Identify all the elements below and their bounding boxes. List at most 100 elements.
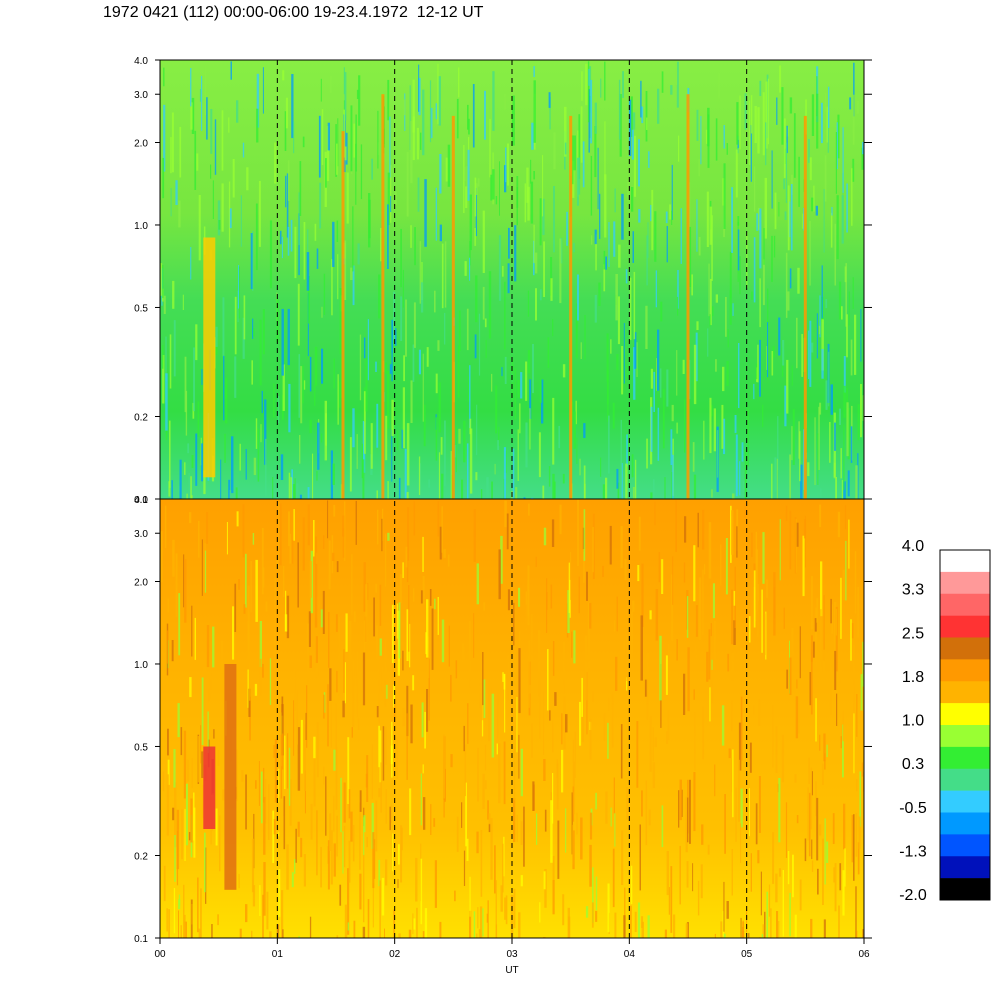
spectrogram-cell xyxy=(584,635,588,701)
spectrogram-cell xyxy=(613,620,616,632)
spectrogram-cell xyxy=(247,620,250,661)
spectrogram-cell xyxy=(744,93,747,130)
spectrogram-cell xyxy=(387,532,390,541)
spectrogram-cell xyxy=(321,348,324,384)
spectrogram-cell xyxy=(302,517,305,571)
spectrogram-cell xyxy=(695,605,698,637)
spectrogram-cell xyxy=(265,779,267,824)
spectrogram-cell xyxy=(735,434,738,497)
spectrogram-cell xyxy=(469,620,471,688)
colorbar-swatch xyxy=(940,593,990,616)
spectrogram-cell xyxy=(771,235,773,282)
spectrogram-cell xyxy=(559,504,562,535)
spectrogram-cell xyxy=(592,867,594,923)
spectrogram-cell xyxy=(724,794,726,854)
spectrogram-cell xyxy=(488,271,492,339)
spectrogram-cell xyxy=(330,450,333,499)
spectrogram-cell xyxy=(247,669,249,708)
y-tick-label: 3.0 xyxy=(134,90,148,101)
spectrogram-cell xyxy=(767,288,769,327)
spectrogram-cell xyxy=(162,344,164,369)
spectrogram-cell xyxy=(297,821,300,837)
spectrogram-cell xyxy=(808,330,810,379)
spectrogram-cell xyxy=(173,888,176,934)
spectrogram-cell xyxy=(590,79,593,144)
spectrogram-cell xyxy=(676,350,678,396)
spectrogram-cell xyxy=(381,877,385,916)
spectrogram-cell xyxy=(736,102,739,145)
spectrogram-cell xyxy=(722,911,724,937)
spectrogram-cell xyxy=(552,641,555,676)
spectrogram-cell xyxy=(191,455,194,468)
spectrogram-cell xyxy=(475,183,478,195)
spectrogram-cell xyxy=(463,725,465,752)
spectrogram-cell xyxy=(328,540,331,590)
spectrogram-cell xyxy=(437,597,439,635)
spectrogram-cell xyxy=(406,685,409,737)
spectrogram-cell xyxy=(272,810,275,863)
spectrogram-cell xyxy=(630,905,632,938)
spectrogram-cell xyxy=(360,144,363,200)
spectrogram-cell xyxy=(833,602,837,659)
spectrogram-cell xyxy=(337,254,339,300)
spectrogram-cell xyxy=(831,207,833,216)
spectrogram-cell xyxy=(355,500,357,545)
spectrogram-cell xyxy=(351,727,353,738)
spectrogram-cell xyxy=(577,274,579,321)
spectrogram-cell xyxy=(299,161,302,216)
spectrogram-cell xyxy=(469,365,471,429)
spectrogram-cell xyxy=(732,303,734,316)
spectrogram-cell xyxy=(353,123,356,158)
spectrogram-cell xyxy=(420,132,422,150)
spectrogram-cell xyxy=(348,840,351,883)
spectrogram-cell xyxy=(213,729,215,739)
spectrogram-cell xyxy=(417,177,420,212)
spectrogram-cell xyxy=(309,655,312,668)
spectrogram-cell xyxy=(406,151,409,217)
spectrogram-cell xyxy=(350,105,353,172)
spectrogram-cell xyxy=(439,526,442,560)
spectrogram-cell xyxy=(550,278,553,301)
spectrogram-cell xyxy=(836,122,838,170)
spectrogram-cell xyxy=(281,890,284,938)
spectrogram-cell xyxy=(580,106,583,163)
spectrogram-cell xyxy=(710,623,712,637)
spectrogram-cell xyxy=(241,770,244,782)
spectrogram-cell xyxy=(385,415,388,461)
spectrogram-cell xyxy=(485,339,487,358)
spectrogram-cell xyxy=(649,716,652,772)
spectrogram-cell xyxy=(297,727,301,791)
spectrogram-cell xyxy=(711,489,713,498)
spectrogram-cell xyxy=(503,741,506,805)
spectrogram-cell xyxy=(336,935,339,938)
spectrogram-cell xyxy=(287,308,290,366)
spectrogram-cell xyxy=(476,563,479,605)
spectrogram-cell xyxy=(204,832,206,893)
spectrogram-cell xyxy=(343,782,346,823)
spectrogram-cell xyxy=(749,100,751,165)
spectrogram-cell xyxy=(198,928,201,938)
spectrogram-cell xyxy=(610,339,612,354)
spectrogram-cell xyxy=(291,872,294,888)
spectrogram-cell xyxy=(433,818,436,827)
spectrogram-cell xyxy=(412,675,415,691)
spectrogram-cell xyxy=(653,479,655,499)
colorbar-label: -2.0 xyxy=(899,887,927,904)
spectrogram-cell xyxy=(819,295,821,338)
spectrogram-cell xyxy=(615,656,618,691)
spectrogram-cell xyxy=(391,604,394,663)
spectrogram-cell xyxy=(530,159,532,184)
spectrogram-cell xyxy=(679,779,682,821)
spectrogram-cell xyxy=(741,442,744,462)
spectrogram-cell xyxy=(591,902,594,928)
spectrogram-cell xyxy=(201,75,203,131)
spectrogram-cell xyxy=(523,806,525,867)
spectrogram-cell xyxy=(172,280,175,309)
spectrogram-cell xyxy=(488,813,491,825)
spectrogram-cell xyxy=(804,515,806,568)
spectrogram-cell xyxy=(474,177,477,217)
spectrogram-cell xyxy=(619,94,622,157)
spectrogram-cell xyxy=(307,487,310,499)
spectrogram-cell xyxy=(376,625,378,659)
spectrogram-cell xyxy=(827,112,829,153)
